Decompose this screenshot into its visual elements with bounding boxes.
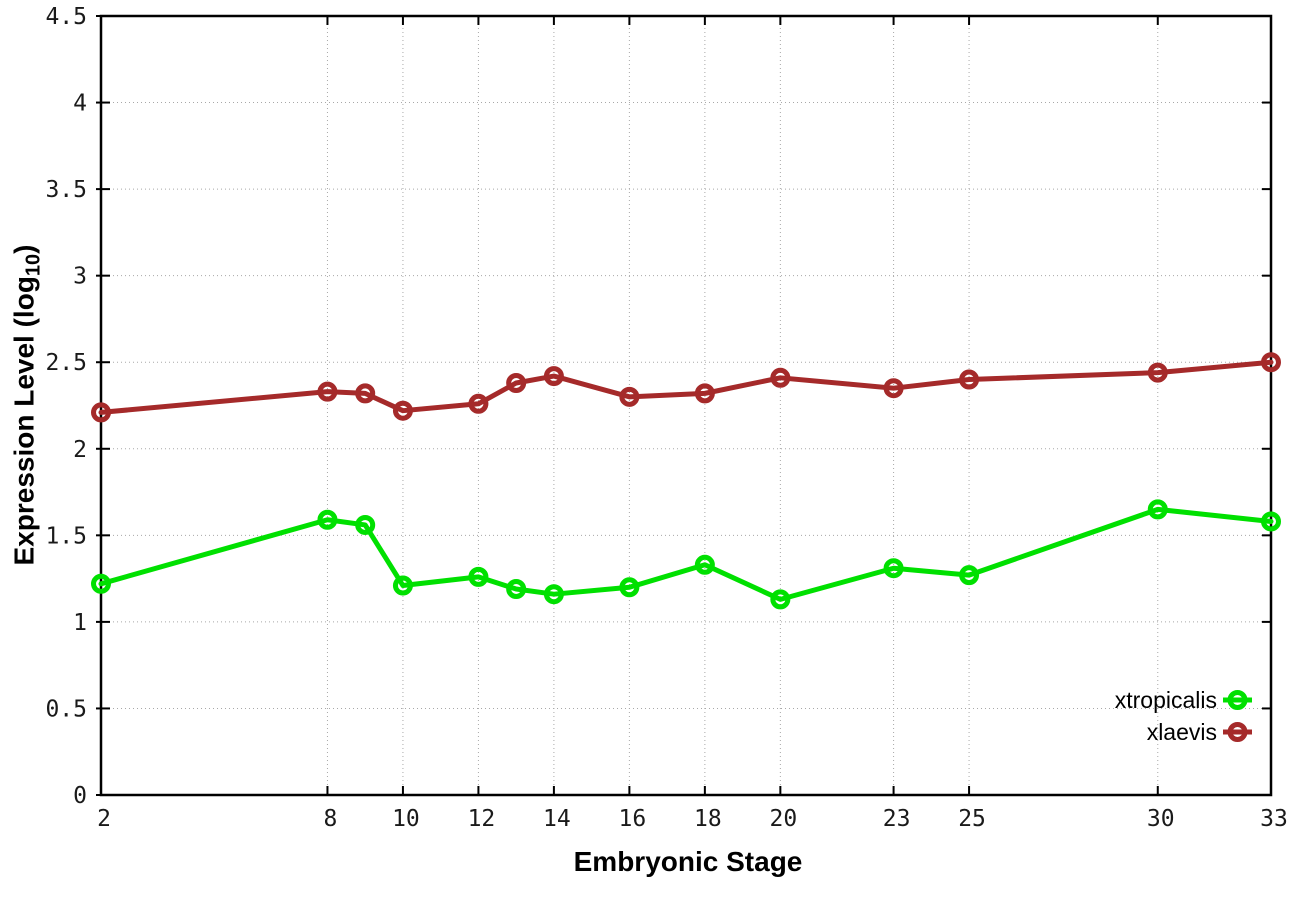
series-xtropicalis-point-stage-23 <box>883 558 904 579</box>
x-tick-label-23: 23 <box>883 806 911 832</box>
y-axis-title-subscript: 10 <box>22 253 45 277</box>
series-xtropicalis-point-stage-13 <box>506 578 527 599</box>
x-tick-label-8: 8 <box>324 806 338 832</box>
x-tick-label-20: 20 <box>770 806 798 832</box>
plot-border <box>99 14 1273 797</box>
legend-sample-marker-xtropicalis <box>1227 690 1248 710</box>
y-tick-label-3.5: 3.5 <box>45 177 87 203</box>
series-xtropicalis-point-stage-25 <box>959 565 980 586</box>
series-xlaevis-point-stage-2 <box>91 402 111 423</box>
series-xtropicalis-point-stage-18 <box>694 554 715 575</box>
series-xlaevis-point-stage-16 <box>619 386 640 407</box>
series-xtropicalis-point-stage-14 <box>543 584 564 605</box>
y-tick-label-3: 3 <box>73 264 87 290</box>
y-tick-label-0: 0 <box>73 783 87 809</box>
y-tick-label-1: 1 <box>73 610 87 636</box>
series-xlaevis-point-stage-20 <box>770 367 791 388</box>
series-xtropicalis-point-stage-12 <box>468 566 489 587</box>
y-tick-label-0.5: 0.5 <box>45 696 87 722</box>
x-tick-label-16: 16 <box>619 806 647 832</box>
series-xlaevis-point-stage-33 <box>1261 352 1281 373</box>
series-xlaevis-point-stage-18 <box>694 383 715 404</box>
x-tick-label-33: 33 <box>1260 806 1288 832</box>
series-xtropicalis-point-stage-9 <box>355 514 376 535</box>
series-xtropicalis-point-stage-20 <box>770 589 791 610</box>
legend-label-xlaevis: xlaevis <box>1147 719 1217 745</box>
x-tick-label-30: 30 <box>1147 806 1175 832</box>
series-xtropicalis-point-stage-10 <box>392 575 413 596</box>
x-tick-label-14: 14 <box>543 806 571 832</box>
x-tick-label-25: 25 <box>958 806 986 832</box>
y-tick-label-2.5: 2.5 <box>45 350 87 376</box>
x-tick-label-18: 18 <box>694 806 722 832</box>
y-tick-label-1.5: 1.5 <box>45 523 87 549</box>
y-axis-title-close: ) <box>8 244 40 254</box>
series-xlaevis-point-stage-30 <box>1147 362 1168 383</box>
series-xlaevis-point-stage-23 <box>883 378 904 399</box>
y-axis-title: Expression Level (log10) <box>9 245 46 566</box>
legend-label-xtropicalis: xtropicalis <box>1115 687 1217 713</box>
series-xlaevis-point-stage-12 <box>468 393 489 414</box>
series-xtropicalis-point-stage-8 <box>317 509 338 530</box>
series-xtropicalis-point-stage-30 <box>1147 499 1168 520</box>
series-xtropicalis-line <box>98 506 1274 602</box>
series-xlaevis-point-stage-25 <box>959 369 980 390</box>
series-xlaevis-line <box>98 359 1274 415</box>
series-xlaevis-point-stage-14 <box>543 366 564 387</box>
series-xtropicalis-point-stage-16 <box>619 577 640 598</box>
x-tick-label-10: 10 <box>392 806 420 832</box>
y-tick-label-4: 4 <box>73 91 87 117</box>
x-tick-label-2: 2 <box>97 806 111 832</box>
series-xtropicalis-point-stage-33 <box>1261 511 1281 532</box>
y-tick-label-2: 2 <box>73 437 87 463</box>
x-tick-label-12: 12 <box>468 806 496 832</box>
y-tick-label-4.5: 4.5 <box>45 4 87 30</box>
series-xlaevis-point-stage-8 <box>317 381 338 402</box>
x-axis-title: Embryonic Stage <box>573 846 803 877</box>
legend-sample-marker-xlaevis <box>1227 722 1248 742</box>
y-axis-title-text: Expression Level (log <box>8 276 40 566</box>
series-xlaevis-point-stage-10 <box>392 400 413 421</box>
series-xlaevis-point-stage-9 <box>355 383 376 404</box>
series-xtropicalis-point-stage-2 <box>91 573 111 594</box>
series-xlaevis-point-stage-13 <box>506 372 527 393</box>
